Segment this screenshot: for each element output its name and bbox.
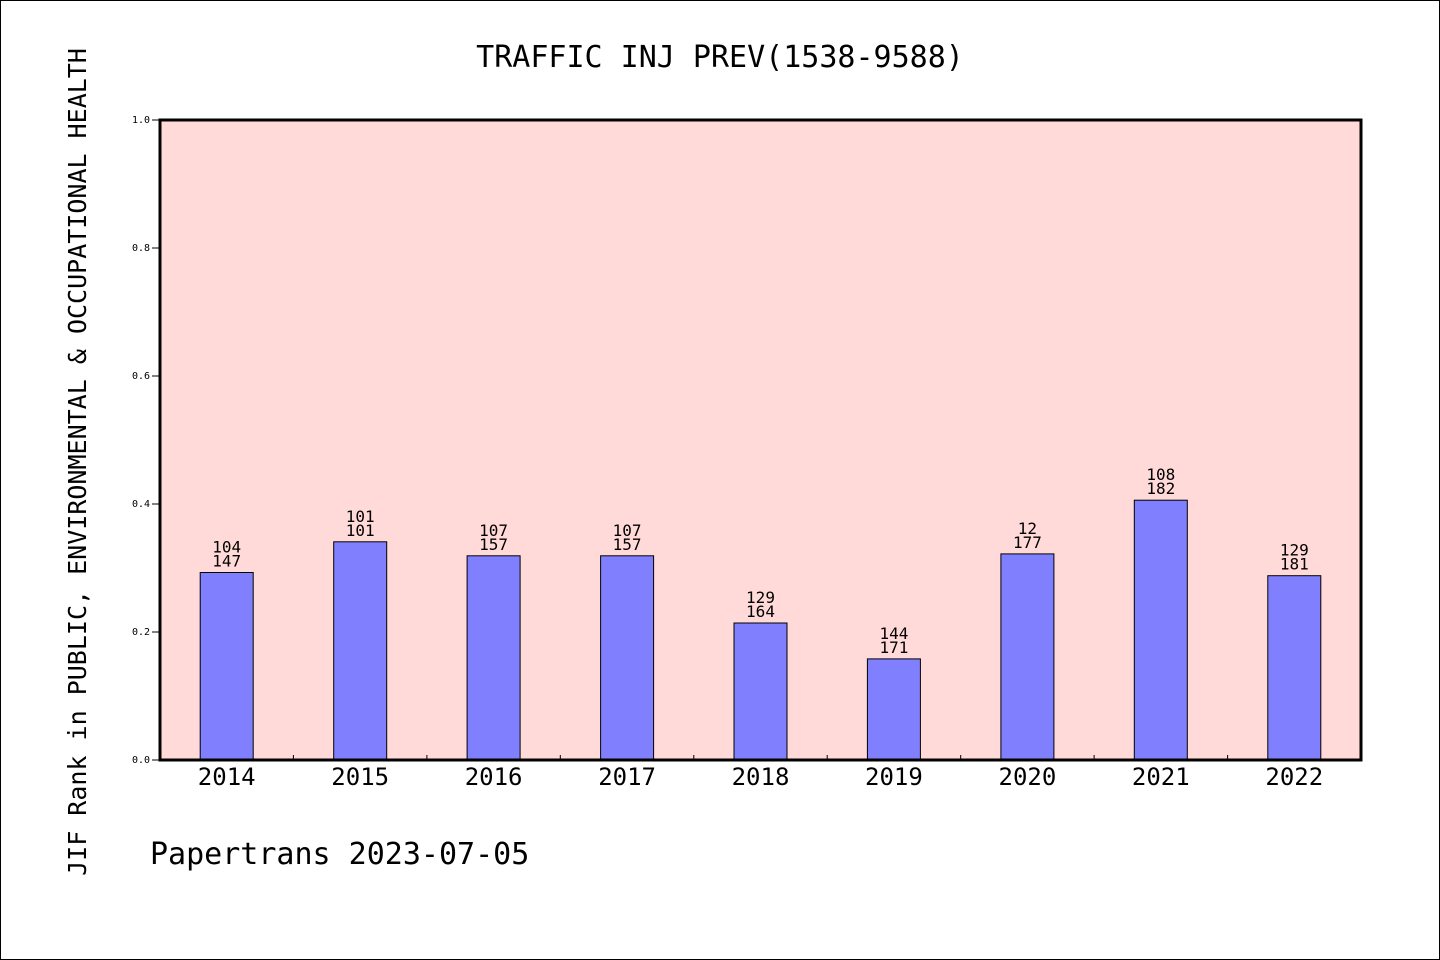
- bar-2015: [333, 541, 388, 761]
- x-tick-label-2017: 2017: [598, 763, 656, 791]
- x-tick-label-2016: 2016: [465, 763, 523, 791]
- plot-border: [158, 118, 1363, 762]
- bar-rank-label-2017: 107: [613, 521, 642, 540]
- bar-2017: [600, 555, 655, 761]
- y-tick-label: 1.0: [132, 115, 150, 126]
- y-tick-label: 0.0: [132, 755, 150, 766]
- x-axis-ticks: 2014 2015 2016 2017 2018 2019 2020 2021 2022: [198, 755, 1323, 791]
- bar-rank-label-2015: 101: [346, 507, 375, 526]
- y-tick-label: 0.2: [132, 627, 150, 638]
- bar-total-label-2022: 181: [1280, 555, 1309, 574]
- bar-rank-label-2016: 107: [479, 521, 508, 540]
- bar-total-label-2018: 164: [746, 602, 775, 621]
- x-tick-label-2022: 2022: [1265, 763, 1323, 791]
- x-tick-label-2021: 2021: [1132, 763, 1190, 791]
- x-tick-label-2018: 2018: [732, 763, 790, 791]
- chart-title: TRAFFIC INJ PREV(1538-9588): [476, 40, 964, 75]
- bar-total-label-2016: 157: [479, 535, 508, 554]
- y-axis-label: JIF Rank in PUBLIC, ENVIRONMENTAL & OCCU…: [63, 48, 92, 876]
- y-tick-label: 0.4: [132, 499, 150, 510]
- bar-total-label-2015: 101: [346, 521, 375, 540]
- bar-total-label-2017: 157: [613, 535, 642, 554]
- x-tick-label-2015: 2015: [331, 763, 389, 791]
- bar-rank-label-2022: 129: [1280, 541, 1309, 560]
- bar-rank-label-2021: 108: [1146, 465, 1175, 484]
- x-tick-label-2014: 2014: [198, 763, 256, 791]
- x-tick-label-2019: 2019: [865, 763, 923, 791]
- footer-credit: Papertrans 2023-07-05: [150, 837, 529, 872]
- y-tick-label: 0.8: [132, 243, 150, 254]
- x-tick-label-2020: 2020: [999, 763, 1057, 791]
- bar-rank-label-2014: 104: [212, 538, 241, 557]
- bar-rank-label-2019: 144: [879, 624, 908, 643]
- bar-total-label-2020: 177: [1013, 533, 1042, 552]
- bar-total-label-2021: 182: [1146, 479, 1175, 498]
- bar-total-label-2014: 147: [212, 552, 241, 571]
- y-tick-label: 0.6: [132, 371, 150, 382]
- bar-2022: [1267, 575, 1322, 761]
- bar-2019: [866, 658, 921, 761]
- bar-2018: [733, 622, 788, 761]
- bars-group: [199, 499, 1322, 761]
- bar-total-label-2019: 171: [879, 638, 908, 657]
- bar-2020: [1000, 553, 1055, 761]
- bar-rank-label-2018: 129: [746, 588, 775, 607]
- bar-2016: [466, 555, 521, 761]
- bar-2014: [199, 572, 254, 761]
- bar-rank-label-2020: 12: [1018, 519, 1037, 538]
- y-axis-ticks: 0.0 0.2 0.4 0.6 0.8 1.0: [132, 115, 160, 766]
- bar-2021: [1133, 499, 1188, 761]
